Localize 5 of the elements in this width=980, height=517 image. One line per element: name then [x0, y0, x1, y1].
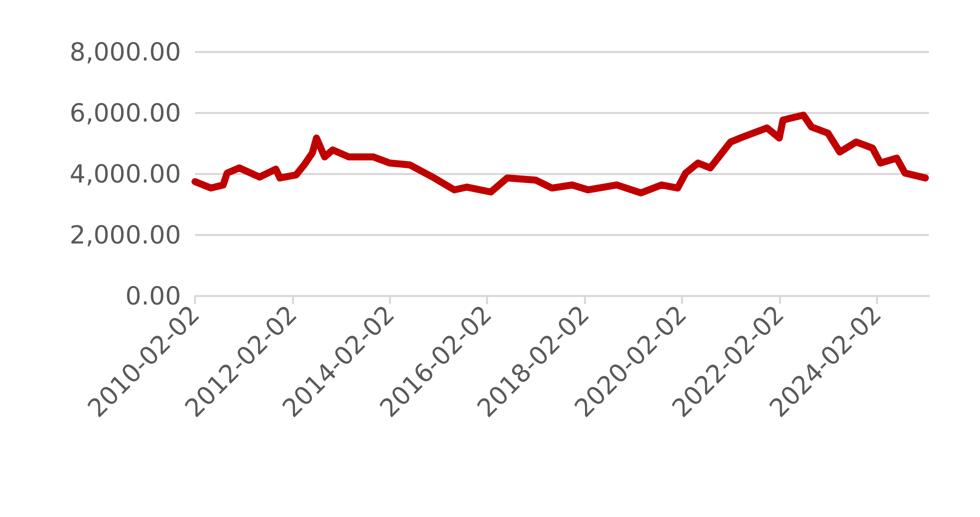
y-tick-label: 6,000.00	[70, 98, 181, 128]
y-tick-label: 2,000.00	[70, 220, 181, 250]
y-tick-label: 8,000.00	[70, 38, 181, 66]
y-tick-label: 4,000.00	[70, 160, 181, 188]
y-tick-label: 0.00	[125, 282, 181, 310]
